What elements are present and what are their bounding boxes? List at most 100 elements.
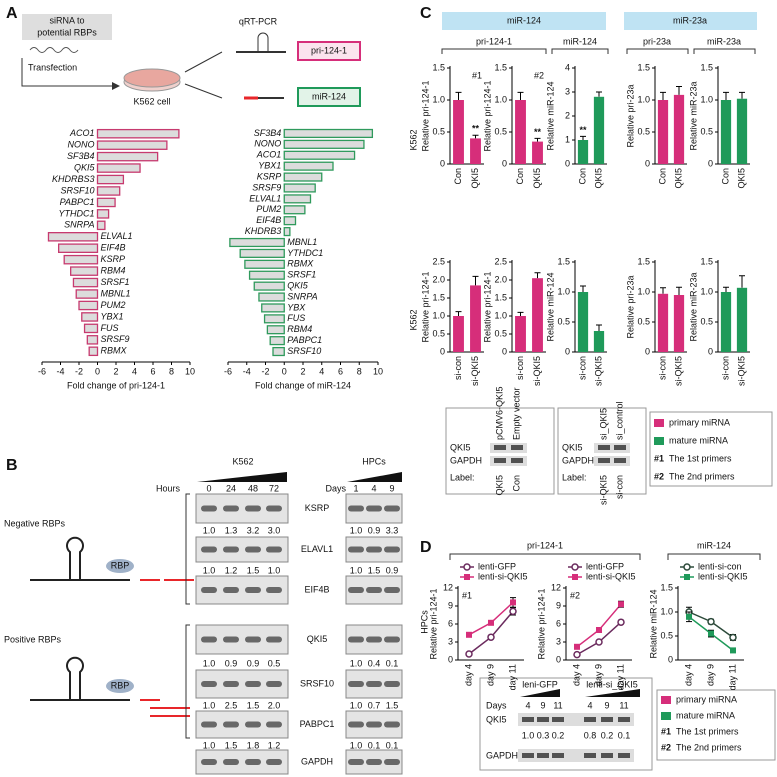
hairpin [30, 656, 130, 701]
bar [263, 314, 285, 324]
bar [736, 287, 748, 352]
y-tick-label: 1.5 [494, 62, 507, 72]
bar [283, 227, 291, 237]
protein-label: GAPDH [301, 756, 333, 766]
group-label: Negative RBPs [4, 518, 66, 528]
quant-label: 1.0 [268, 565, 281, 575]
y-axis-title: Relative pri-124-1 [420, 271, 430, 342]
y-tick-label: 0 [668, 654, 673, 664]
y-tick-label: 1.0 [637, 286, 650, 296]
bar [736, 98, 748, 164]
rbp-label: RBP [111, 680, 130, 690]
mature-box [297, 87, 361, 107]
bar [96, 128, 180, 139]
x-tick-label: day 4 [463, 664, 473, 686]
bar [244, 259, 285, 269]
lane-label: QKI5 [494, 475, 504, 496]
x-tick-label: day 11 [727, 664, 737, 690]
error-bar [472, 275, 479, 286]
band [245, 759, 261, 765]
y-axis-title: Relative pri-23a [625, 84, 635, 147]
quant-label: 0.5 [268, 658, 281, 668]
panel-label: C [420, 5, 432, 22]
lane-label: Con [511, 475, 521, 492]
y-tick-label: 0 [440, 346, 445, 356]
protein-label: QKI5 [562, 442, 583, 452]
band [598, 458, 610, 463]
lane-label: pCMV6-QKI5 [494, 386, 504, 440]
point [574, 643, 580, 650]
category-label: QKI5 [287, 280, 309, 290]
protein-label: GAPDH [486, 750, 518, 760]
quant-label: 1.0 [350, 565, 363, 575]
band [366, 636, 382, 643]
band [366, 505, 382, 512]
y-tick-label: 0 [645, 346, 650, 356]
quant-label: 1.3 [225, 525, 238, 535]
band [245, 721, 261, 728]
legend-label: mature miRNA [669, 435, 728, 445]
band [201, 721, 217, 728]
y-tick-label: 6 [556, 618, 561, 628]
band [511, 458, 523, 463]
band [223, 546, 239, 553]
y-tick-label: 12 [443, 582, 453, 592]
category-label: EIF4B [256, 215, 281, 225]
bar [96, 174, 125, 185]
legend-label: The 1st primers [669, 453, 732, 463]
band [201, 759, 217, 765]
category-label: ELVAL1 [101, 231, 133, 241]
band [618, 753, 630, 758]
legend-marker [572, 574, 578, 580]
x-tick-label: QKI5 [532, 168, 542, 189]
legend-swatch [654, 419, 664, 427]
y-tick-label: 0 [556, 654, 561, 664]
y-tick-label: 9 [556, 600, 561, 610]
band [384, 505, 400, 512]
category-label: PUM2 [101, 300, 126, 310]
sirna-box [22, 14, 112, 40]
band [223, 759, 239, 765]
arrow [21, 58, 112, 87]
quant-label: 1.2 [268, 740, 281, 750]
legend-swatch [661, 696, 671, 704]
legend-label: lenti-si-QKI5 [586, 571, 636, 581]
header-bar [442, 12, 606, 30]
category-label: PUM2 [256, 204, 281, 214]
label-title: Label: [450, 472, 475, 482]
x-tick-label: QKI5 [470, 168, 480, 189]
subheader: pri-124-1 [476, 36, 512, 46]
y-tick-label: 1.0 [494, 310, 507, 320]
x-tick-label: 10 [373, 366, 383, 376]
band [348, 636, 364, 643]
bar [266, 325, 285, 335]
y-tick-label: 0.5 [432, 328, 445, 338]
protein-label: ELAVL1 [301, 544, 333, 554]
error-bar [534, 137, 541, 142]
error-bar [739, 275, 745, 288]
bar [720, 292, 732, 352]
legend-key: #1 [654, 453, 664, 463]
point [708, 630, 714, 637]
bracket [449, 553, 761, 560]
diagram-text: Transfection [28, 62, 77, 72]
y-tick-label: 0.5 [700, 316, 713, 326]
bar [78, 300, 99, 311]
quant-label: 0.1 [386, 658, 399, 668]
header-bar [624, 12, 757, 30]
quant-label: 0.8 [584, 730, 597, 740]
y-tick-label: 2.5 [432, 256, 445, 266]
cell-label: HPCs [419, 610, 429, 634]
subheader: pri-23a [643, 36, 671, 46]
y-tick-label: 1.0 [557, 286, 570, 296]
diagram-text: K562 cell [133, 96, 170, 106]
point [487, 633, 495, 641]
time-label: 4 [587, 700, 592, 710]
y-tick-label: 0.5 [494, 328, 507, 338]
bar [657, 293, 669, 352]
y-axis-title: Relative miR-124 [545, 81, 555, 150]
dish-top [123, 68, 181, 88]
y-tick-label: 0 [708, 158, 713, 168]
error-bar [455, 311, 462, 316]
blot [490, 456, 527, 466]
